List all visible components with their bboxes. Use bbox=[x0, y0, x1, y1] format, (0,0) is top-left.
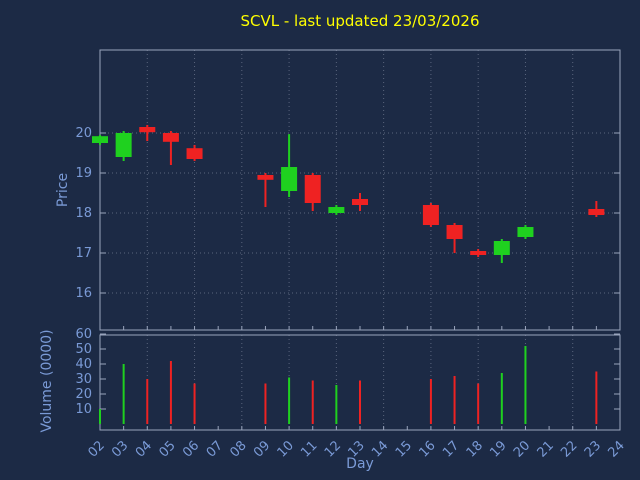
svg-text:10: 10 bbox=[75, 402, 92, 417]
svg-text:19: 19 bbox=[75, 166, 92, 181]
svg-text:40: 40 bbox=[75, 357, 92, 372]
price-axis-label: Price bbox=[55, 172, 71, 208]
svg-text:17: 17 bbox=[75, 246, 92, 261]
svg-text:18: 18 bbox=[75, 206, 92, 221]
svg-text:20: 20 bbox=[75, 126, 92, 141]
volume-axis-label: Volume (0000) bbox=[39, 329, 55, 433]
svg-text:30: 30 bbox=[75, 372, 92, 387]
chart-title: SCVL - last updated 23/03/2026 bbox=[240, 12, 480, 30]
svg-text:50: 50 bbox=[75, 342, 92, 357]
day-axis-label: Day bbox=[346, 456, 374, 472]
svg-text:60: 60 bbox=[75, 327, 92, 342]
svg-text:20: 20 bbox=[75, 387, 92, 402]
svg-text:16: 16 bbox=[75, 286, 92, 301]
